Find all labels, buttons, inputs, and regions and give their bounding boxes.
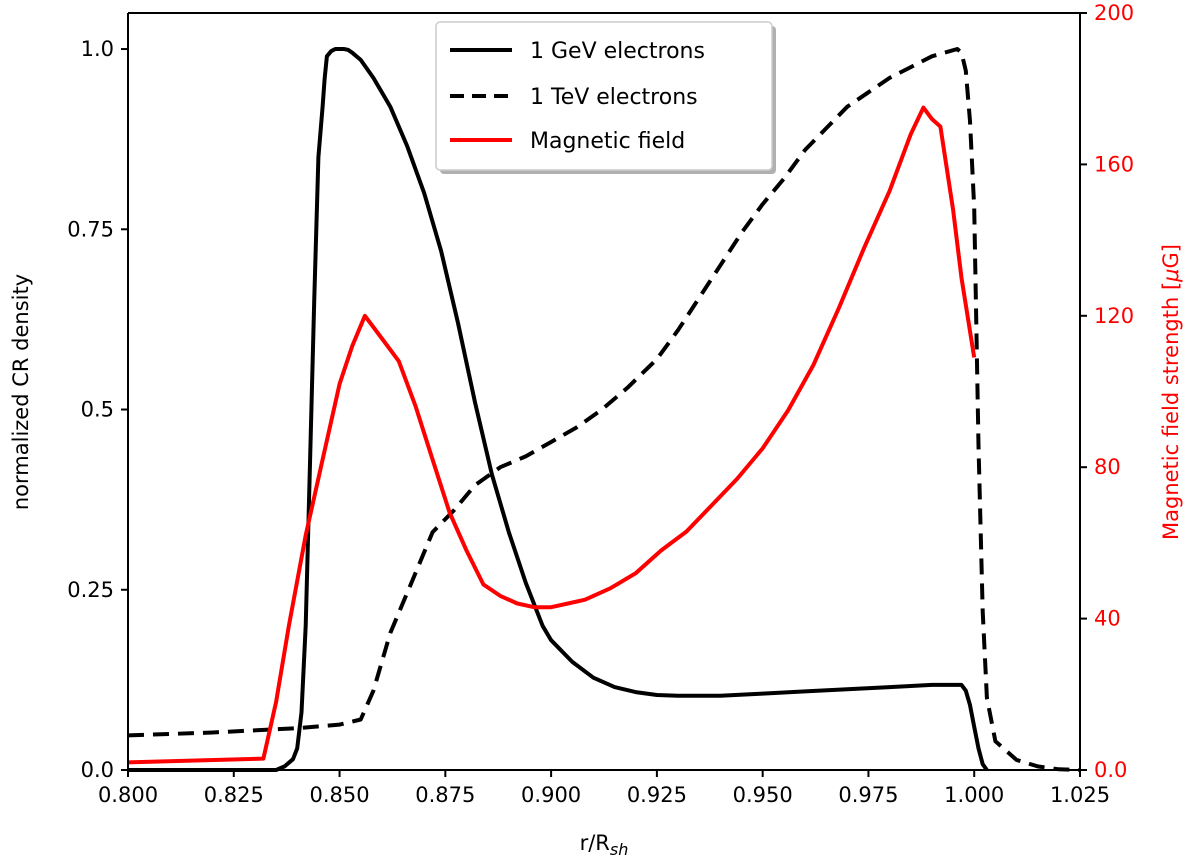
y-right-tick-label: 40 (1094, 607, 1121, 631)
x-tick-label: 0.800 (98, 783, 158, 807)
y-right-ticks: 0.0 40 80 120 160 200 (1080, 1, 1134, 782)
series-1gev-electrons (128, 47, 989, 772)
x-axis-label-main: r/R (580, 831, 610, 855)
legend-label-tev: 1 TeV electrons (530, 85, 698, 110)
y-right-axis-label: Magnetic field strength [μG] (1159, 244, 1183, 540)
series-magnetic-field (127, 105, 977, 765)
x-ticks: 0.800 0.825 0.850 0.875 0.900 0.925 0.950 0.975… (98, 770, 1110, 807)
x-tick-label: 1.000 (944, 783, 1004, 807)
legend-box (435, 21, 773, 171)
legend-label-bfield: Magnetic field (530, 129, 685, 154)
y-right-axis-label-pre: Magnetic field strength [ (1159, 282, 1183, 540)
y-left-tick-label: 1.0 (81, 37, 114, 61)
x-tick-label: 0.825 (204, 783, 264, 807)
y-right-tick-label: 120 (1094, 304, 1134, 328)
y-right-tick-label: 80 (1094, 455, 1121, 479)
x-tick-label: 0.900 (521, 783, 581, 807)
y-right-axis-label-mu: μ (1159, 268, 1183, 282)
y-left-tick-label: 0.0 (81, 758, 114, 782)
x-tick-label: 0.850 (309, 783, 369, 807)
y-right-tick-label: 0.0 (1094, 758, 1127, 782)
x-tick-label: 0.950 (733, 783, 793, 807)
y-right-tick-label: 200 (1094, 1, 1134, 25)
y-right-tick-label: 160 (1094, 152, 1134, 176)
x-tick-label: 0.925 (627, 783, 687, 807)
y-left-tick-label: 0.5 (81, 398, 114, 422)
series-1tev-electrons (127, 47, 1081, 772)
legend: 1 GeV electrons 1 TeV electrons Magnetic… (435, 21, 776, 174)
x-tick-label: 1.025 (1050, 783, 1110, 807)
x-axis-label-subscript: sh (610, 840, 628, 859)
y-right-axis-label-post: G] (1159, 244, 1183, 268)
y-left-tick-label: 0.75 (67, 217, 114, 241)
series-layer (127, 47, 1081, 772)
y-left-axis-label: normalized CR density (9, 274, 33, 510)
y-left-ticks: 0.0 0.25 0.5 0.75 1.0 (67, 37, 128, 782)
x-tick-label: 0.975 (838, 783, 898, 807)
y-left-tick-label: 0.25 (67, 578, 114, 602)
x-axis-label: r/Rsh (580, 831, 629, 859)
x-tick-label: 0.875 (415, 783, 475, 807)
legend-label-gev: 1 GeV electrons (530, 39, 705, 64)
